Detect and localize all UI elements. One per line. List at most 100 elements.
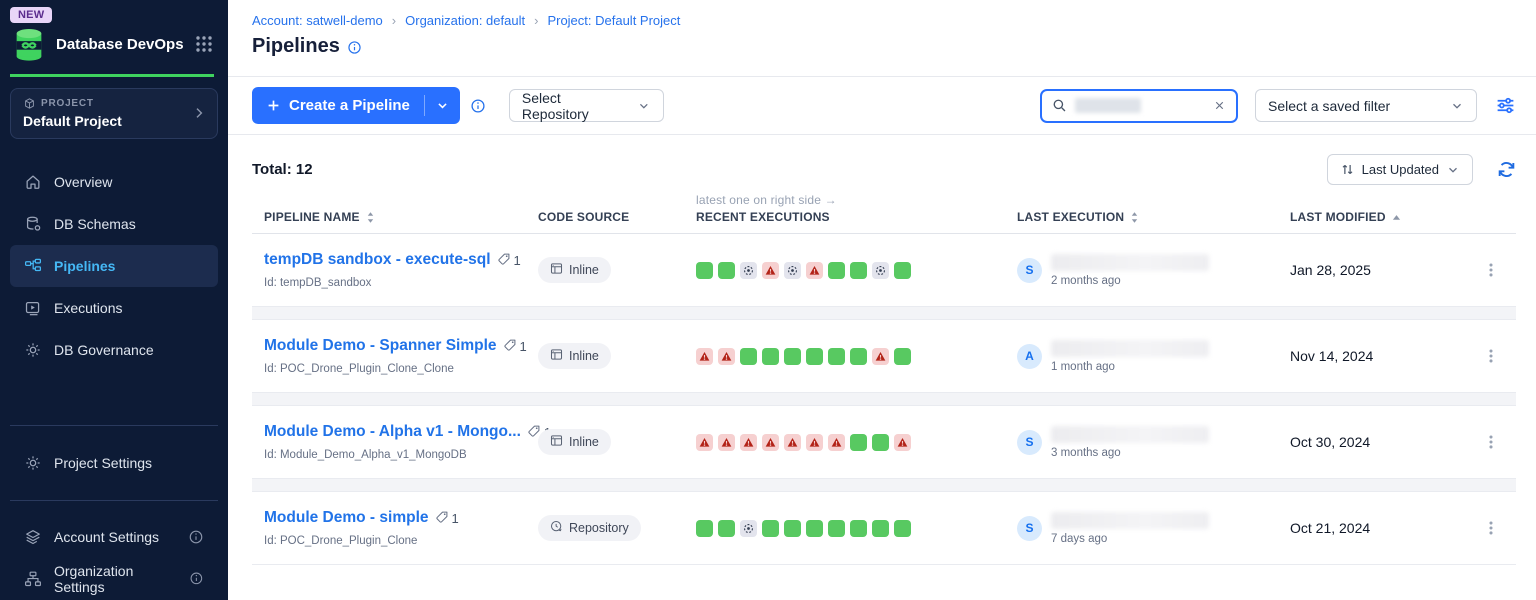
execution-status-success[interactable] (718, 519, 735, 537)
tag-count: 1 (513, 252, 521, 268)
execution-status-failed[interactable] (696, 433, 713, 451)
execution-status-failed[interactable] (806, 261, 823, 279)
execution-status-failed[interactable] (806, 433, 823, 451)
tag-count: 1 (451, 510, 459, 526)
info-icon[interactable] (347, 40, 362, 55)
select-repository-dropdown[interactable]: Select Repository (508, 89, 664, 122)
execution-status-success[interactable] (696, 261, 713, 279)
execution-status-success[interactable] (872, 519, 889, 537)
sidebar-item-db-schemas[interactable]: DB Schemas (10, 203, 218, 245)
pipeline-name-link[interactable]: Module Demo - Alpha v1 - Mongo... (264, 423, 521, 440)
execution-status-success[interactable] (696, 519, 713, 537)
sidebar-item-project-settings[interactable]: Project Settings (10, 442, 218, 484)
pipeline-name-link[interactable]: tempDB sandbox - execute-sql (264, 251, 491, 268)
execution-status-failed[interactable] (762, 433, 779, 451)
execution-status-success[interactable] (894, 261, 911, 279)
execution-status-success[interactable] (740, 347, 757, 365)
sort-by-dropdown[interactable]: Last Updated (1326, 154, 1473, 185)
table-header: PIPELINE NAME CODE SOURCE latest one on … (252, 193, 1516, 234)
execution-status-skipped[interactable] (784, 261, 801, 279)
execution-status-success[interactable] (806, 347, 823, 365)
project-switcher[interactable]: PROJECT Default Project (10, 88, 218, 139)
execution-status-skipped[interactable] (872, 261, 889, 279)
execution-status-success[interactable] (894, 519, 911, 537)
execution-status-success[interactable] (850, 347, 867, 365)
row-menu-kebab-icon[interactable] (1482, 519, 1500, 537)
execution-status-failed[interactable] (696, 347, 713, 365)
executor-name-redacted (1051, 253, 1209, 271)
column-label: LAST EXECUTION (1017, 210, 1125, 224)
pipeline-name-link[interactable]: Module Demo - simple (264, 509, 429, 526)
column-header-pipeline-name[interactable]: PIPELINE NAME (252, 210, 538, 224)
breadcrumb-organization-link[interactable]: Organization: default (405, 13, 526, 28)
tag-count: 1 (519, 338, 527, 354)
info-icon[interactable] (470, 98, 486, 114)
execution-status-success[interactable] (894, 347, 911, 365)
execution-status-success[interactable] (850, 261, 867, 279)
executions-icon (24, 299, 42, 317)
sidebar-divider (10, 499, 218, 500)
sidebar-item-executions[interactable]: Executions (10, 287, 218, 329)
recent-executions-strip (696, 261, 1017, 279)
execution-status-failed[interactable] (740, 433, 757, 451)
execution-status-success[interactable] (718, 261, 735, 279)
sidebar-item-pipelines[interactable]: Pipelines (10, 245, 218, 287)
clear-search-icon[interactable] (1213, 99, 1226, 112)
execution-status-failed[interactable] (784, 433, 801, 451)
row-menu-kebab-icon[interactable] (1482, 261, 1500, 279)
last-modified-date: Oct 30, 2024 (1290, 434, 1371, 450)
execution-status-success[interactable] (762, 347, 779, 365)
sort-caret-icon (367, 211, 373, 223)
execution-status-success[interactable] (762, 519, 779, 537)
search-input[interactable] (1040, 88, 1238, 123)
avatar: S (1017, 257, 1042, 283)
info-icon[interactable] (188, 529, 204, 545)
execution-status-failed[interactable] (828, 433, 845, 451)
execution-status-success[interactable] (850, 433, 867, 451)
chevron-right-icon (196, 108, 203, 118)
column-label: LAST MODIFIED (1290, 210, 1386, 224)
execution-status-failed[interactable] (762, 261, 779, 279)
info-icon[interactable] (189, 571, 204, 587)
execution-status-skipped[interactable] (740, 261, 757, 279)
column-header-last-execution[interactable]: LAST EXECUTION (1017, 210, 1290, 224)
execution-status-skipped[interactable] (740, 519, 757, 537)
apps-grid-icon[interactable] (194, 34, 214, 54)
recent-executions-strip (696, 433, 1017, 451)
execution-status-success[interactable] (850, 519, 867, 537)
execution-status-success[interactable] (828, 261, 845, 279)
sidebar-item-organization-settings[interactable]: Organization Settings (10, 558, 218, 600)
column-header-recent-executions: latest one on right side → RECENT EXECUT… (696, 193, 1017, 224)
execution-status-success[interactable] (784, 519, 801, 537)
row-menu-kebab-icon[interactable] (1482, 347, 1500, 365)
sidebar-nav-bottom: Account Settings Organization Settings (0, 516, 228, 600)
execution-status-success[interactable] (828, 347, 845, 365)
pipeline-name-link[interactable]: Module Demo - Spanner Simple (264, 337, 497, 354)
sidebar-item-account-settings[interactable]: Account Settings (10, 516, 218, 558)
execution-status-failed[interactable] (718, 433, 735, 451)
filter-sliders-icon[interactable] (1495, 95, 1516, 116)
pipeline-id: Id: POC_Drone_Plugin_Clone (264, 535, 418, 547)
execution-status-success[interactable] (828, 519, 845, 537)
sidebar-item-db-governance[interactable]: DB Governance (10, 329, 218, 371)
chevron-down-icon (1453, 103, 1461, 109)
new-badge: NEW (10, 7, 53, 23)
execution-status-success[interactable] (872, 433, 889, 451)
execution-status-failed[interactable] (894, 433, 911, 451)
sidebar: NEW Database DevOps (0, 0, 228, 600)
execution-status-failed[interactable] (872, 347, 889, 365)
saved-filter-dropdown[interactable]: Select a saved filter (1255, 89, 1477, 122)
breadcrumb-account-link[interactable]: Account: satwell-demo (252, 13, 383, 28)
search-icon (1053, 99, 1066, 112)
create-pipeline-dropdown[interactable] (425, 99, 460, 112)
last-execution-cell: S 3 months ago (1017, 425, 1290, 459)
breadcrumb-project-link[interactable]: Project: Default Project (547, 13, 681, 28)
sidebar-item-overview[interactable]: Overview (10, 161, 218, 203)
execution-status-success[interactable] (806, 519, 823, 537)
execution-status-failed[interactable] (718, 347, 735, 365)
refresh-icon[interactable] (1497, 160, 1516, 179)
execution-status-success[interactable] (784, 347, 801, 365)
create-pipeline-button[interactable]: Create a Pipeline (252, 87, 460, 124)
row-menu-kebab-icon[interactable] (1482, 433, 1500, 451)
column-header-last-modified[interactable]: LAST MODIFIED (1290, 210, 1466, 224)
